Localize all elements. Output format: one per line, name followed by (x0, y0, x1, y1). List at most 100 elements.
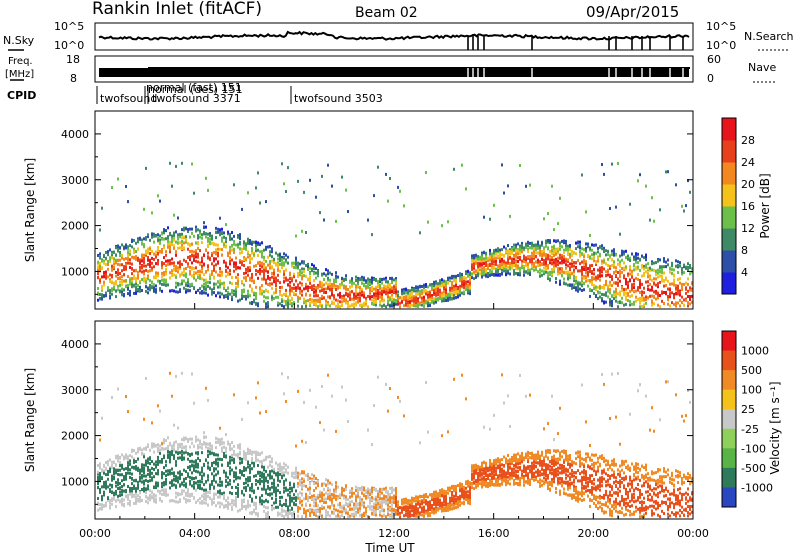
power-cell-830 (155, 273, 157, 276)
power-cell-1870 (227, 296, 229, 300)
power-cell-312 (117, 248, 119, 252)
power-cell-6380 (567, 252, 569, 256)
velocity-cell-1393 (193, 468, 195, 472)
power-cell-368 (121, 293, 123, 297)
power-cell-7572 (655, 289, 657, 293)
velocity-cell-793 (151, 460, 153, 463)
power-cell-1938 (231, 295, 233, 299)
velocity-cell-1193 (179, 442, 181, 446)
power-cell-7660 (663, 271, 665, 275)
power-cell-2478 (269, 261, 271, 265)
power-cell-7654 (663, 257, 665, 261)
power-cell-7430 (643, 303, 645, 307)
power-cell-6644 (585, 267, 587, 271)
power-cell-994 (165, 259, 167, 263)
power-cell-3636 (365, 296, 367, 300)
power-cell-2456 (267, 283, 269, 286)
power-cell-1918 (229, 256, 231, 260)
power-cell-2310 (257, 276, 259, 280)
power-cell-6132 (549, 277, 551, 281)
power-cell-2512 (271, 298, 273, 301)
power-cell-5756 (523, 246, 525, 250)
velocity-cell-491 (131, 472, 133, 476)
power-cell-536 (133, 276, 135, 280)
velocity-cell-1159 (177, 492, 179, 496)
power-cell-2188 (249, 261, 251, 265)
power-cell-7592 (657, 293, 659, 297)
power-cell-7350 (637, 256, 639, 260)
power-cell-1008 (167, 283, 169, 287)
power-cell-3216 (327, 283, 329, 286)
power-cell-2652 (281, 294, 283, 298)
power-cell-3790 (377, 290, 379, 294)
power-cell-1936 (231, 282, 233, 286)
power-cell-174 (109, 260, 111, 264)
velocity-cell-1209 (179, 500, 181, 503)
power-cell-2274 (255, 285, 257, 289)
power-cell-6478 (573, 251, 575, 254)
power-cell-2234 (251, 242, 253, 246)
velocity-cell-73 (101, 476, 103, 480)
velocity-cell-589 (137, 494, 139, 498)
power-cell-4174 (409, 292, 411, 296)
power-cell-5924 (535, 246, 537, 250)
power-cell-3270 (331, 272, 333, 276)
power-cell-7578 (655, 269, 657, 273)
power-cell-7710 (669, 270, 671, 274)
power-cell-7538 (653, 261, 655, 265)
power-cell-7824 (679, 304, 681, 308)
power-cell-6182 (553, 267, 555, 271)
velocity-cell-657 (143, 471, 145, 475)
velocity-cell-1459 (197, 451, 199, 455)
power-cell-1360 (191, 282, 193, 286)
power-cell-3250 (329, 271, 331, 275)
power-ylabel: Slant Range [km] (23, 158, 37, 262)
velocity-cell-57 (99, 438, 101, 442)
power-cell-6754 (593, 284, 595, 288)
power-cell-3702 (369, 290, 371, 294)
power-cell-6764 (593, 252, 595, 256)
power-cell-2432 (265, 302, 267, 306)
power-cell-6836 (599, 284, 601, 288)
power-cell-7410 (641, 293, 643, 297)
velocity-cell-801 (151, 421, 153, 425)
power-cell-7458 (645, 265, 647, 269)
date-title: 09/Apr/2015 (586, 3, 679, 21)
power-cell-2186 (249, 241, 251, 245)
power-cell-7368 (637, 179, 639, 183)
velocity-cell-1761 (219, 480, 221, 484)
power-cell-3406 (343, 299, 345, 303)
power-cell-6798 (595, 276, 597, 280)
velocity-cell-1545 (203, 488, 205, 492)
power-cell-184 (109, 273, 111, 277)
velocity-cell-51 (99, 507, 101, 511)
power-cell-7130 (619, 301, 621, 304)
power-cell-3118 (317, 272, 319, 276)
power-cell-3226 (327, 303, 329, 307)
power-cell-2554 (275, 284, 277, 288)
power-cell-7804 (677, 287, 679, 291)
power-cell-6008 (541, 262, 543, 266)
velocity-cell-1337 (189, 493, 191, 497)
power-cell-1808 (221, 236, 223, 240)
power-cell-6608 (583, 261, 585, 265)
velocity-cell-269 (115, 469, 117, 473)
power-cell-1166 (177, 290, 179, 294)
velocity-cell-997 (165, 478, 167, 481)
power-cell-2956 (305, 299, 307, 303)
velocity-cell-155 (107, 497, 109, 500)
power-cell-3900 (385, 280, 387, 284)
power-cell-4904 (463, 290, 465, 294)
power-cell-3286 (331, 184, 333, 188)
power-cell-6276 (559, 253, 561, 257)
power-cell-6278 (559, 261, 561, 265)
power-cell-3310 (335, 298, 337, 302)
velocity-cell-833 (155, 498, 157, 502)
velocity-cell-165 (107, 470, 109, 474)
velocity-cell-915 (159, 497, 161, 501)
velocity-cell-1041 (169, 455, 171, 459)
power-cell-6606 (583, 275, 585, 278)
power-cell-936 (161, 250, 163, 254)
power-cell-952 (163, 278, 165, 282)
power-cell-2080 (241, 289, 243, 292)
